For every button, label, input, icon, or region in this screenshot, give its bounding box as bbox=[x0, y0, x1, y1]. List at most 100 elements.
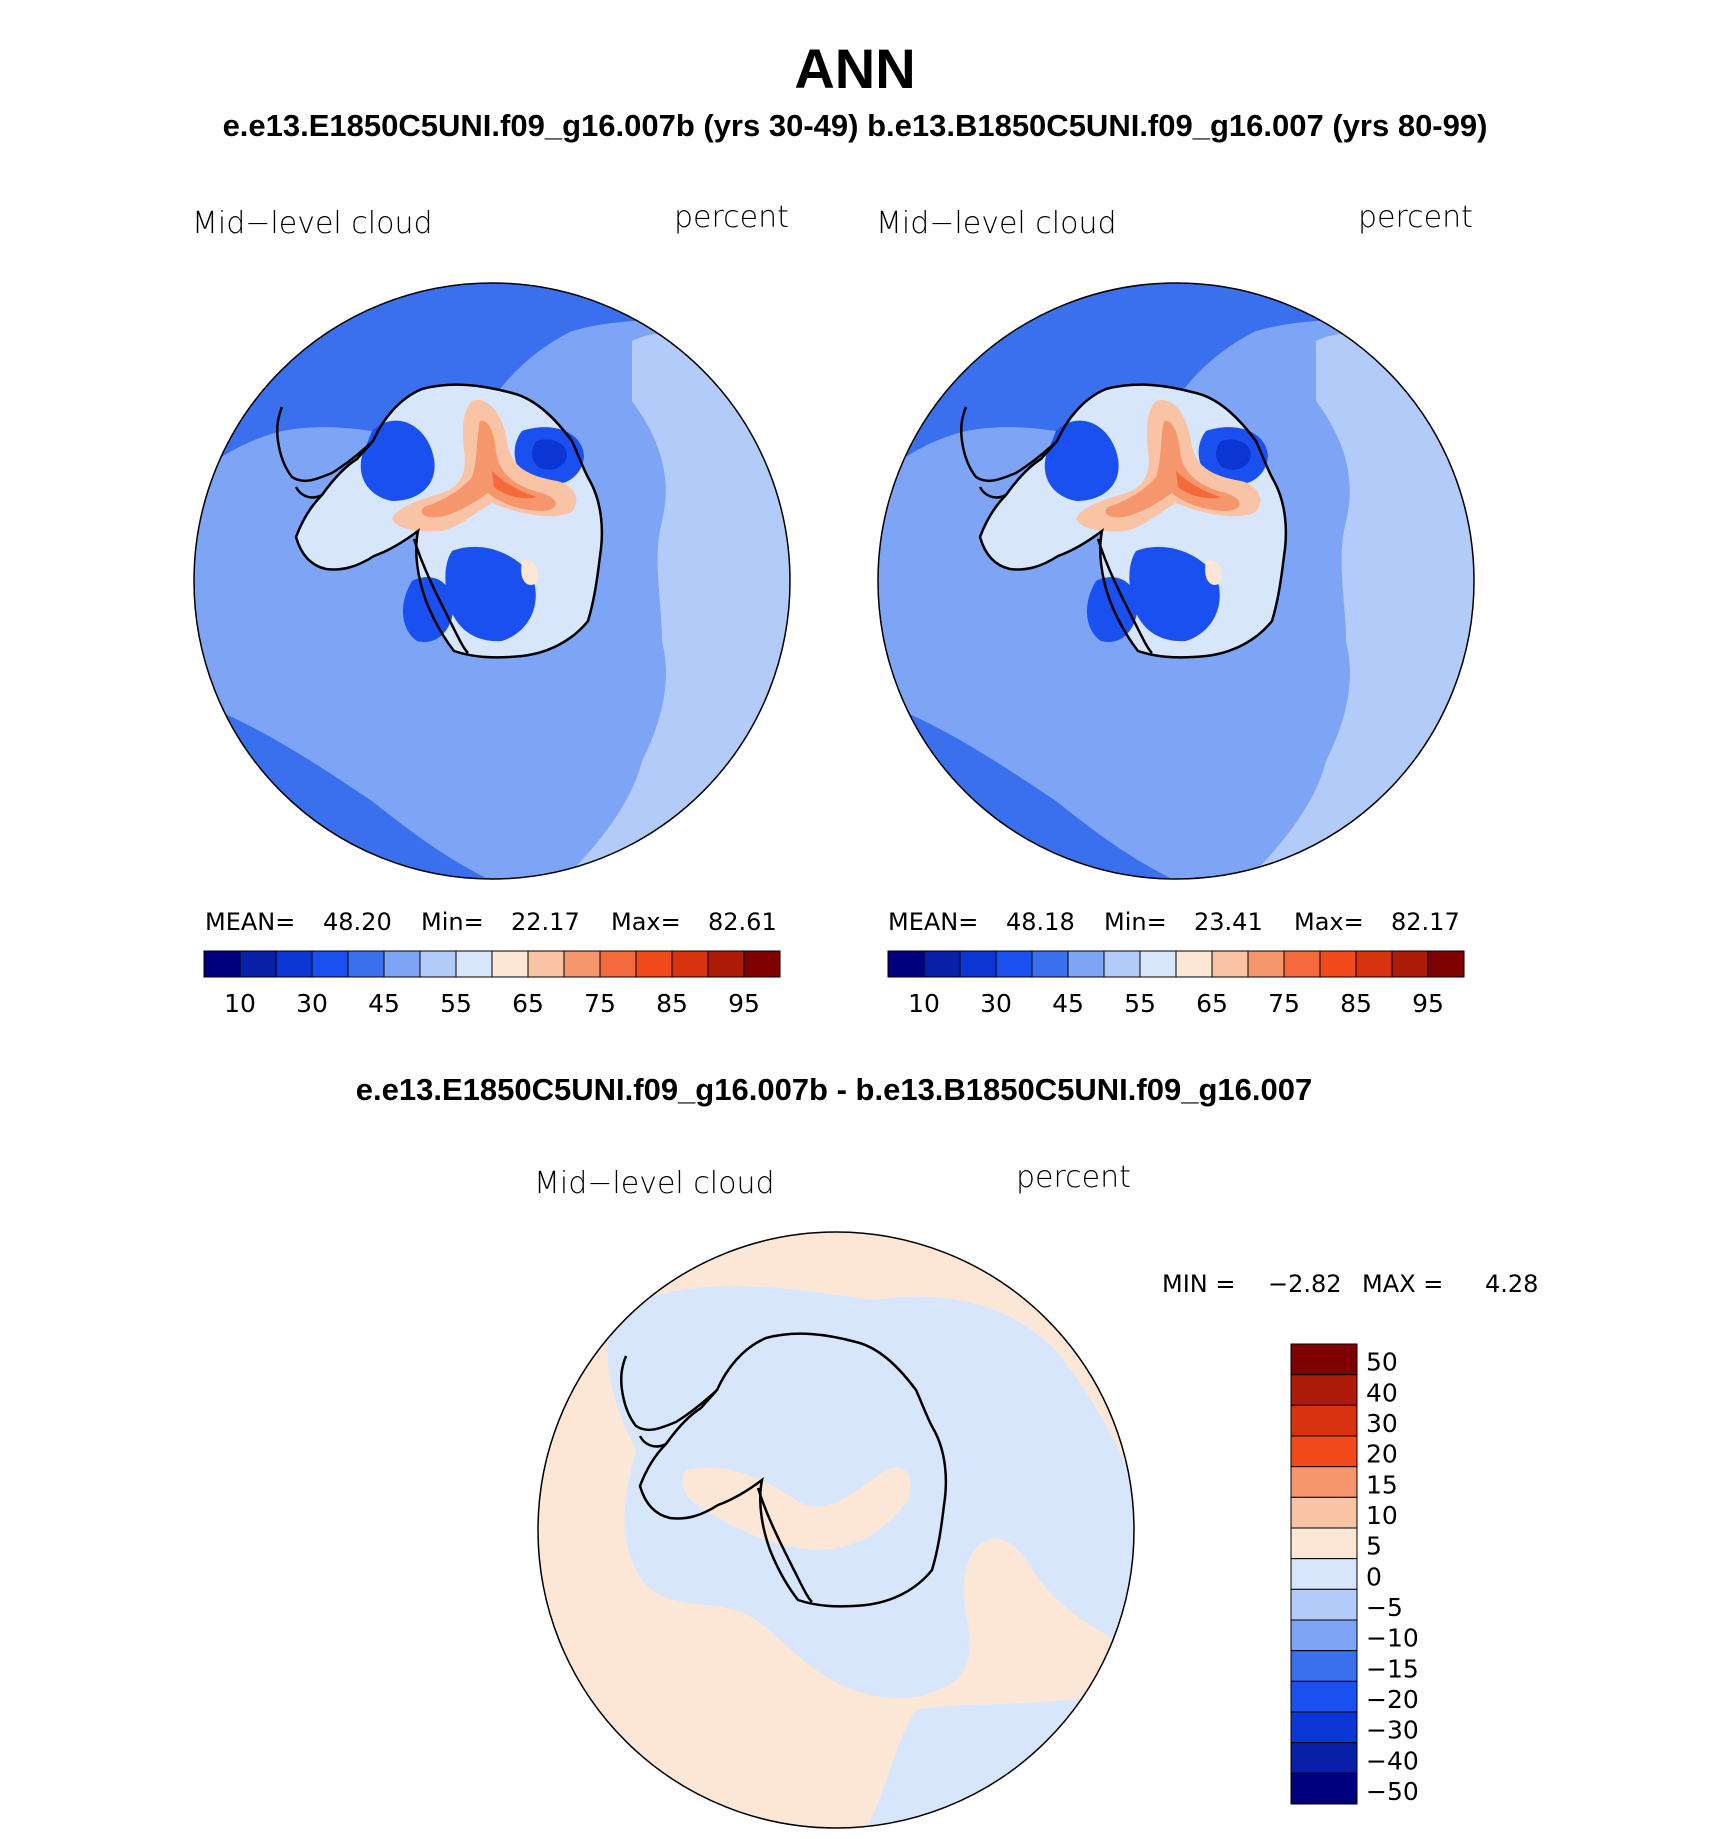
panel-2-max-value: 82.17 bbox=[1391, 908, 1460, 936]
colorbar-swatch bbox=[1290, 1588, 1358, 1621]
colorbar-tick-label: −15 bbox=[1366, 1654, 1419, 1683]
ocean-light-band bbox=[1246, 332, 1474, 879]
colorbar-swatch bbox=[311, 950, 349, 978]
colorbar-tick-label: 75 bbox=[1268, 989, 1300, 1018]
colorbar-swatch bbox=[563, 950, 601, 978]
colorbar-tick-label: 65 bbox=[512, 989, 544, 1018]
ocean-light-band bbox=[562, 332, 790, 879]
colorbar-swatch bbox=[599, 950, 637, 978]
colorbar-swatch bbox=[1283, 950, 1321, 978]
colorbar-tick-label: 30 bbox=[296, 989, 328, 1018]
map-panel-2 bbox=[877, 282, 1475, 880]
map-boundary bbox=[877, 282, 1475, 880]
cloud-local-high bbox=[521, 560, 539, 585]
colorbar-tick-label: 55 bbox=[440, 989, 472, 1018]
cloud-peak bbox=[1176, 471, 1221, 499]
diff-min-value: −2.82 bbox=[1268, 1270, 1342, 1298]
colorbar-tick-label: 10 bbox=[908, 989, 940, 1018]
colorbar-tick-label: 50 bbox=[1366, 1348, 1398, 1377]
colorbar-swatch bbox=[203, 950, 241, 978]
coastline bbox=[638, 1332, 948, 1608]
colorbar-swatch bbox=[1290, 1527, 1358, 1560]
colorbar-tick-label: 65 bbox=[1196, 989, 1228, 1018]
panel-2-stats: MEAN= 48.18 Min= 23.41 Max= 82.17 bbox=[888, 908, 1460, 936]
colorbar-tick-label: 95 bbox=[1412, 989, 1444, 1018]
map-panel-1 bbox=[193, 282, 791, 880]
colorbar-swatch bbox=[1175, 950, 1213, 978]
blue-low-west bbox=[1044, 420, 1119, 501]
peninsula-coastline bbox=[619, 1355, 718, 1448]
colorbar-swatch bbox=[1031, 950, 1069, 978]
colorbar-swatch bbox=[1290, 1435, 1358, 1468]
panel-1-max-value: 82.61 bbox=[708, 908, 777, 936]
colorbar-swatch bbox=[1290, 1496, 1358, 1529]
colorbar-tick-label: 10 bbox=[224, 989, 256, 1018]
colorbar-swatch bbox=[1290, 1558, 1358, 1590]
colorbar-swatch bbox=[995, 950, 1033, 978]
peninsula-coastline bbox=[275, 406, 374, 499]
main-title: ANN bbox=[794, 37, 916, 100]
panel-2-min-label: Min= bbox=[1104, 908, 1167, 936]
colorbar-tick-label: 5 bbox=[1366, 1532, 1382, 1561]
colorbar-tick-label: 95 bbox=[728, 989, 760, 1018]
panel-2-units-label: percent bbox=[1358, 200, 1473, 235]
ocean-north-band bbox=[194, 283, 790, 481]
diff-max-value: 4.28 bbox=[1485, 1270, 1538, 1298]
colorbar-swatch bbox=[635, 950, 673, 978]
colorbar-swatch bbox=[1139, 950, 1177, 978]
colorbar-tick-label: −30 bbox=[1366, 1716, 1419, 1745]
panel-2-max-label: Max= bbox=[1294, 908, 1364, 936]
colorbar-swatch bbox=[1290, 1650, 1358, 1682]
colorbar-tick-label: 85 bbox=[1340, 989, 1372, 1018]
cloud-local-high bbox=[1205, 560, 1223, 585]
colorbar-tick-label: 20 bbox=[1366, 1440, 1398, 1469]
panel-1-min-value: 22.17 bbox=[511, 908, 580, 936]
panel-2-mean-value: 48.18 bbox=[1006, 908, 1075, 936]
blue-min-east bbox=[531, 439, 567, 470]
panel-1-min-label: Min= bbox=[421, 908, 484, 936]
peninsula-coastline bbox=[959, 406, 1058, 499]
colorbar-tick-label: 75 bbox=[584, 989, 616, 1018]
colorbar-swatch bbox=[455, 950, 493, 978]
colorbar-tick-label: 85 bbox=[656, 989, 688, 1018]
diff-positive-interior bbox=[682, 1467, 911, 1550]
panel-2-variable-label: Mid−level cloud bbox=[876, 206, 1117, 241]
colorbar-swatch bbox=[1290, 1374, 1358, 1406]
colorbar-swatch bbox=[1290, 1711, 1358, 1744]
colorbar-tick-label: 45 bbox=[1052, 989, 1084, 1018]
ice-shelf-edge bbox=[756, 1487, 813, 1603]
diff-subtitle: e.e13.E1850C5UNI.f09_g16.007b - b.e13.B1… bbox=[355, 1072, 1313, 1107]
colorbar-swatch bbox=[1290, 1343, 1358, 1376]
colorbar-swatch bbox=[527, 950, 565, 978]
panel-1-max-label: Max= bbox=[611, 908, 681, 936]
diff-stats: MIN = −2.82 MAX = 4.28 bbox=[1162, 1270, 1538, 1298]
colorbar-tick-label: −10 bbox=[1366, 1624, 1419, 1653]
colorbar-swatch bbox=[1427, 950, 1465, 978]
map-boundary bbox=[193, 282, 791, 880]
coastline bbox=[978, 383, 1288, 659]
ice-shelf-edge bbox=[412, 538, 469, 654]
blue-low-south bbox=[1129, 546, 1220, 642]
colorbar-swatch bbox=[491, 950, 529, 978]
colorbar-swatch bbox=[959, 950, 997, 978]
colorbar-swatch bbox=[1391, 950, 1429, 978]
ocean-north-band bbox=[878, 283, 1474, 481]
blue-low-west bbox=[360, 420, 435, 501]
colorbar-swatch bbox=[239, 950, 277, 978]
panel-2-min-value: 23.41 bbox=[1194, 908, 1263, 936]
colorbar-swatch bbox=[1319, 950, 1357, 978]
panel-1-mean-label: MEAN= bbox=[205, 908, 295, 936]
panel-1-stats: MEAN= 48.20 Min= 22.17 Max= 82.61 bbox=[205, 908, 777, 936]
colorbar-swatch bbox=[743, 950, 781, 978]
colorbar-swatch bbox=[887, 950, 925, 978]
cloud-peak bbox=[492, 471, 537, 499]
colorbar-swatch bbox=[1211, 950, 1249, 978]
colorbar-tick-label: 30 bbox=[980, 989, 1012, 1018]
panel-1-units-label: percent bbox=[674, 200, 789, 235]
colorbar-swatch bbox=[347, 950, 385, 978]
colorbar-tick-label: −20 bbox=[1366, 1685, 1419, 1714]
panel-1-variable-label: Mid−level cloud bbox=[192, 206, 433, 241]
colorbar-panel-1: 10 30 45 55 65 75 85 95 bbox=[203, 950, 781, 1018]
colorbar-tick-label: 55 bbox=[1124, 989, 1156, 1018]
